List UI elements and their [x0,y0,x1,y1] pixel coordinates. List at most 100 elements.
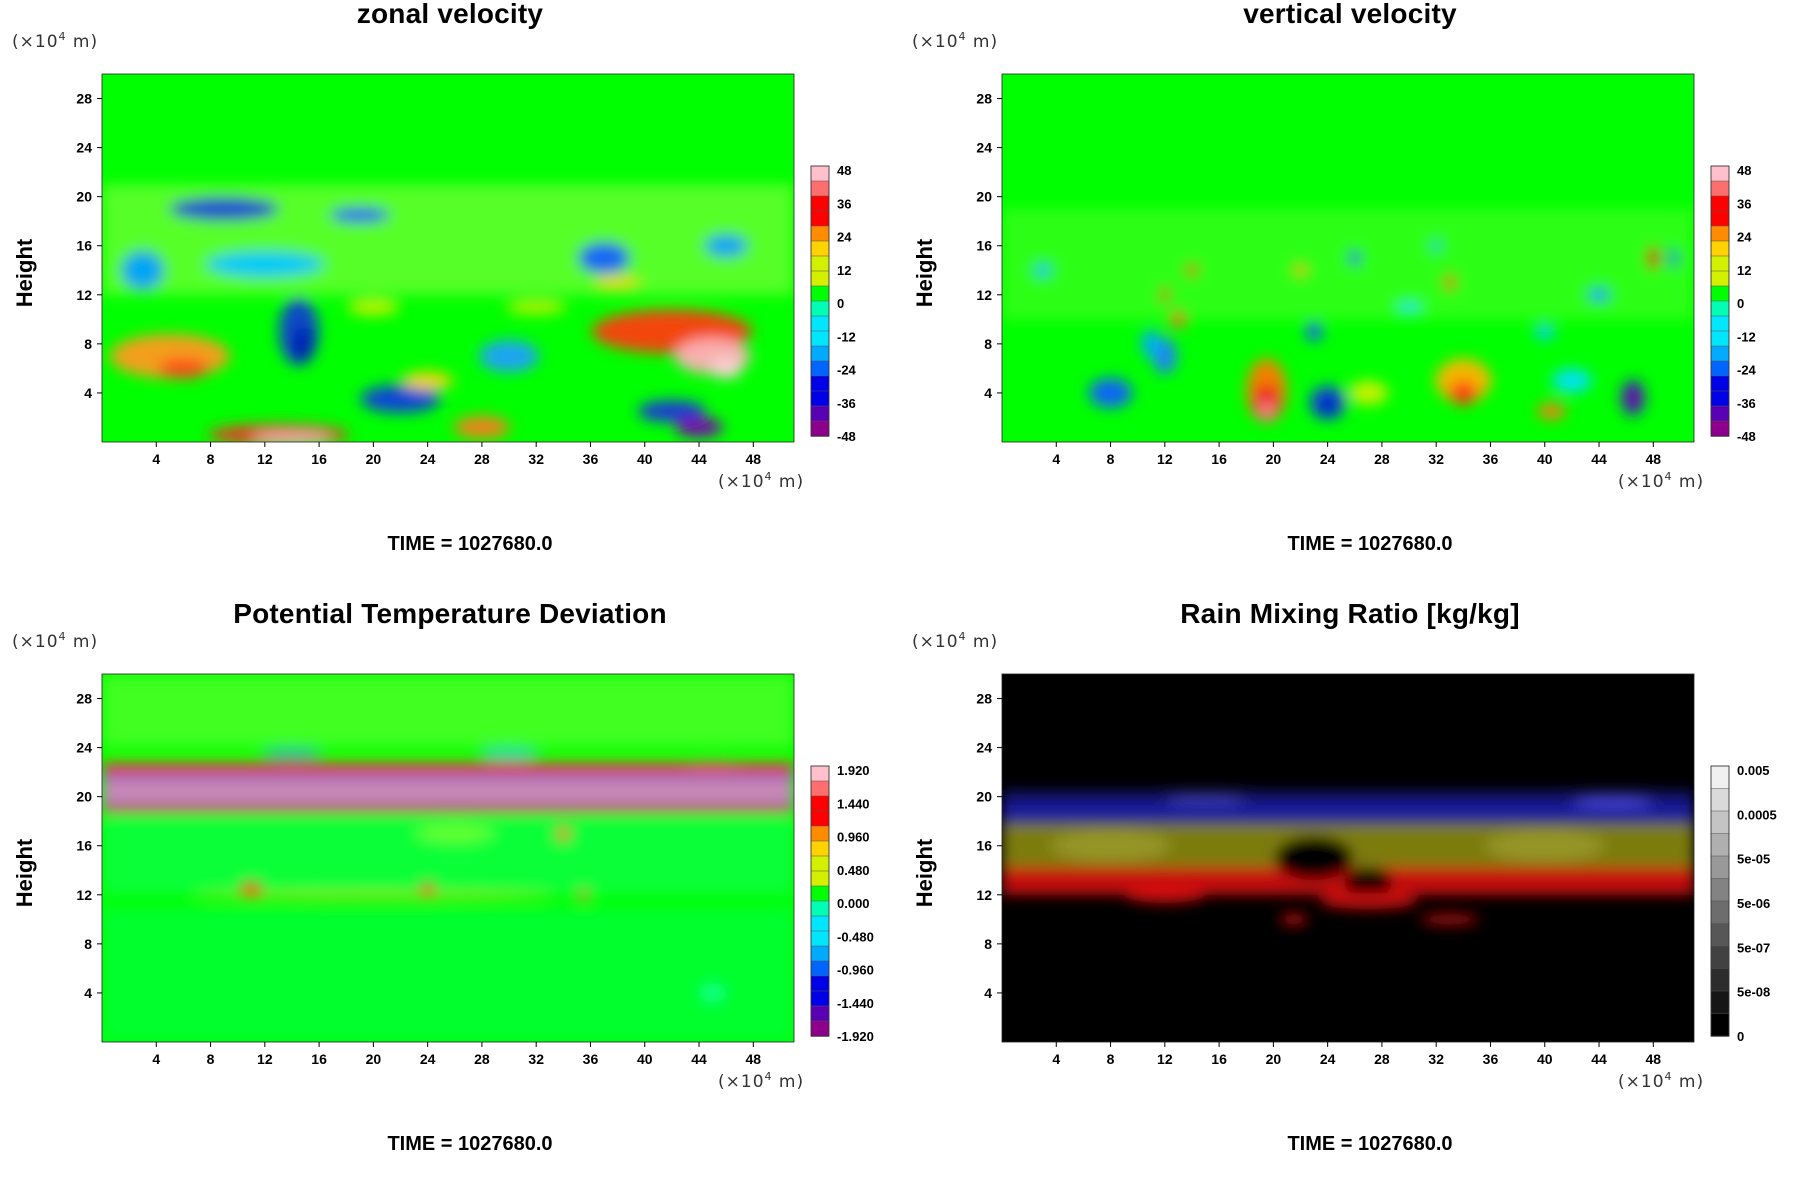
x-tick-label: 20 [366,451,382,467]
colorbar-tick-label: -0.480 [837,929,874,944]
colorbar-tick-label: 36 [1737,196,1751,211]
colorbar-swatch [810,375,830,392]
colorbar-tick-label: 5e-08 [1737,985,1770,1000]
colorbar-swatch [810,285,830,302]
y-tick-label: 20 [76,789,92,805]
field-feature [682,761,743,771]
y-tick-label: 8 [984,936,992,952]
colorbar-swatch [1710,405,1730,422]
x-tick-label: 8 [1107,451,1115,467]
colorbar-tick-label: 0 [1737,296,1744,311]
colorbar-swatch [1710,810,1730,835]
colorbar-swatch [810,330,830,347]
colorbar-swatch [1710,240,1730,257]
plot-frame [101,673,795,1043]
y-tick-label: 12 [76,287,92,303]
field-band [102,808,794,895]
chart-title: vertical velocity [1243,0,1457,29]
field-band [1002,208,1694,320]
x-tick-label: 24 [420,1051,436,1067]
x-tick-label: 36 [1483,451,1499,467]
x-unit-label: (×104 m) [1618,1070,1705,1092]
colorbar-tick-label: 5e-05 [1737,852,1770,867]
colorbar-tick-label: 12 [1737,263,1751,278]
x-tick-label: 28 [1374,451,1390,467]
field-feature [1572,795,1653,808]
field-feature [1165,793,1246,806]
colorbar-tick-label: 5e-06 [1737,896,1770,911]
colorbar-swatch [810,930,830,947]
colorbar-swatch [1710,923,1730,947]
time-label: TIME = 1027680.0 [387,1133,553,1155]
y-tick-label: 28 [76,691,92,707]
x-tick-label: 12 [257,451,273,467]
y-tick-label: 20 [76,189,92,205]
x-tick-label: 20 [366,1051,382,1067]
field-feature [292,325,313,362]
colorbar-swatch [1710,945,1730,970]
field-feature [1260,401,1273,420]
colorbar-swatch [810,825,830,842]
colorbar-swatch [810,420,830,437]
colorbar-swatch [1710,210,1730,227]
field-feature [1032,262,1053,279]
field-blobs [102,674,794,1042]
x-tick-label: 28 [474,1051,490,1067]
colorbar-swatch [1710,315,1730,332]
field-feature [1318,892,1419,909]
colorbar-tick-label: 0.000 [837,896,870,911]
colorbar-swatch [1710,833,1730,857]
colorbar-swatch [810,840,830,857]
x-tick-label: 40 [637,1051,653,1067]
y-tick-label: 8 [84,336,92,352]
colorbar-swatch [810,300,830,317]
colorbar-tick-label: -24 [837,363,857,378]
field-feature [1160,286,1169,303]
field-feature [329,207,390,224]
colorbar-tick-label: 0.960 [837,830,870,845]
y-tick-label: 4 [984,985,992,1001]
field-feature [577,889,590,900]
x-tick-label: 8 [207,1051,215,1067]
colorbar-swatch [810,240,830,257]
y-tick-label: 28 [76,91,92,107]
colorbar-swatch [1710,165,1730,182]
x-tick-label: 24 [1320,451,1336,467]
plot-frame [101,73,795,443]
x-unit-label: (×104 m) [718,1070,805,1092]
y-tick-label: 12 [976,887,992,903]
field-feature [1274,836,1355,880]
colorbar-swatch [810,225,830,242]
colorbar-tick-label: 48 [837,163,851,178]
x-tick-label: 20 [1266,451,1282,467]
field-feature [1449,380,1478,405]
field-feature [261,747,322,760]
colorbar-swatch [1710,345,1730,362]
x-tick-label: 40 [637,451,653,467]
x-tick-label: 36 [583,451,599,467]
time-label: TIME = 1027680.0 [1287,533,1453,555]
colorbar-tick-label: -36 [1737,396,1756,411]
field-feature [1319,397,1336,414]
x-tick-label: 8 [207,451,215,467]
field-feature [1534,323,1555,340]
colorbar-swatch [810,960,830,977]
colorbar-swatch [1710,855,1730,880]
colorbar-swatch [810,1020,830,1037]
x-tick-label: 12 [1157,1051,1173,1067]
x-tick-label: 44 [1591,451,1607,467]
colorbar-swatch [810,855,830,872]
colorbar-swatch [810,390,830,407]
field-band [102,780,794,789]
x-tick-label: 16 [1211,451,1227,467]
colorbar-tick-label: 0 [837,296,844,311]
field-feature [1348,380,1389,405]
x-tick-label: 44 [1591,1051,1607,1067]
field-band [102,792,794,801]
colorbar-swatch [1710,255,1730,272]
field-feature [479,340,540,373]
field-band [102,773,794,781]
colorbar-tick-label: -12 [837,329,856,344]
field-blobs [102,184,794,442]
x-tick-label: 36 [1483,1051,1499,1067]
